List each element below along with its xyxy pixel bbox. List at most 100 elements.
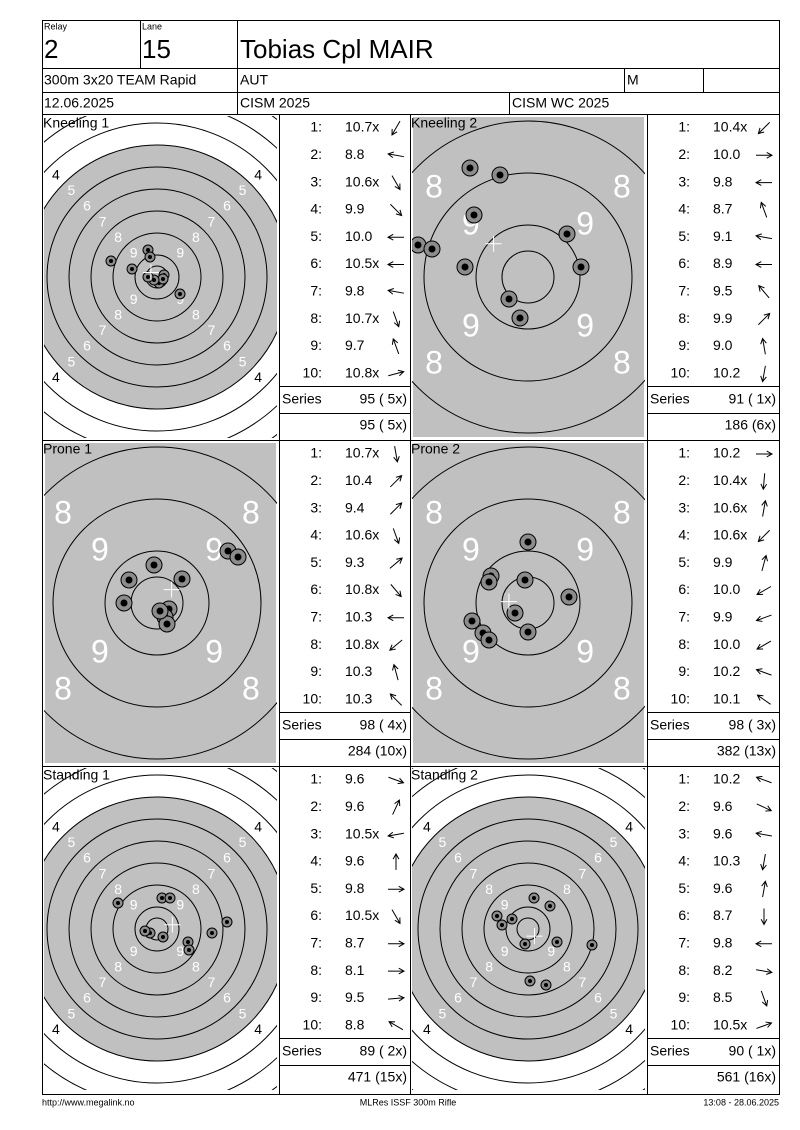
- shot-number: 7:: [678, 609, 690, 625]
- shot-value: 9.4: [345, 499, 365, 515]
- ring-label: 7: [208, 213, 216, 229]
- shot-value: 9.9: [713, 310, 733, 326]
- ring-label: 8: [613, 670, 631, 706]
- shot-number: 2:: [310, 472, 322, 488]
- shot-number: 9:: [678, 989, 690, 1005]
- ring-label: 5: [610, 1005, 618, 1021]
- shot-value: 10.6x: [345, 527, 379, 543]
- shot-hole-centre: [532, 896, 536, 900]
- shot-number: 8:: [310, 636, 322, 652]
- shot-hole-centre: [500, 923, 504, 927]
- ring-label: 8: [54, 495, 72, 531]
- shot-number: 3:: [310, 825, 322, 841]
- shot-number: 7:: [310, 283, 322, 299]
- shot-hole-centre: [234, 553, 242, 561]
- shot-hole-centre: [156, 607, 164, 615]
- ring-label: 7: [579, 865, 587, 881]
- shot-hole-centre: [565, 593, 573, 601]
- ring: [44, 446, 277, 760]
- ring-label: 6: [594, 990, 602, 1006]
- series-label: Series: [650, 717, 690, 733]
- ring: [439, 840, 617, 1018]
- panel-title: Prone 2: [411, 441, 460, 457]
- ring-label: 9: [547, 943, 555, 959]
- ring-label: 6: [83, 338, 91, 354]
- shot-value: 8.1: [345, 962, 365, 978]
- shot-hole-centre: [461, 263, 469, 271]
- shot-hole-centre: [148, 255, 152, 259]
- shot-number: 5:: [678, 554, 690, 570]
- shot-number: 8:: [678, 310, 690, 326]
- trend-arrow: [756, 450, 774, 458]
- trend-arrow: [388, 369, 405, 377]
- trend-arrow: [386, 614, 404, 622]
- shot-hole-centre: [163, 620, 171, 628]
- shooter-name: Tobias Cpl MAIR: [240, 34, 434, 64]
- ring-label: 7: [208, 865, 216, 881]
- ring-label: 4: [423, 819, 431, 835]
- ring: [44, 144, 277, 410]
- shot-hole-centre: [146, 248, 150, 252]
- shot-hole-centre: [161, 935, 165, 939]
- shot-value: 10.0: [713, 146, 740, 162]
- trend-arrow: [392, 799, 401, 815]
- ring-label: 8: [242, 495, 260, 531]
- shot-number: 2:: [310, 798, 322, 814]
- shot-hole-centre: [160, 896, 164, 900]
- shot-value: 8.7: [713, 201, 733, 217]
- ring-label: 7: [579, 974, 587, 990]
- shot-hole-centre: [224, 547, 232, 555]
- ring-label: 7: [208, 974, 216, 990]
- group-centre: [142, 264, 159, 281]
- ring: [475, 550, 581, 656]
- shot-hole-centre: [524, 538, 532, 546]
- ring-label: 4: [423, 1021, 431, 1037]
- shot-value: 9.6: [345, 771, 365, 787]
- ring-label: 7: [99, 213, 107, 229]
- shot-value: 10.8x: [345, 636, 379, 652]
- shot-value: 9.6: [713, 825, 733, 841]
- shot-hole-centre: [120, 599, 128, 607]
- ring: [475, 224, 581, 330]
- shot-number: 5:: [678, 228, 690, 244]
- ring-label: 8: [114, 229, 122, 245]
- shot-value: 9.0: [713, 337, 733, 353]
- shot-value: 9.8: [713, 173, 733, 189]
- panel-title: Standing 1: [43, 767, 110, 783]
- trend-arrow: [388, 1021, 404, 1031]
- shot-hole-centre: [505, 295, 513, 303]
- ring-label: 8: [54, 670, 72, 706]
- ring-label: 9: [576, 308, 594, 344]
- ring-label: 6: [223, 198, 231, 214]
- ring: [68, 188, 246, 366]
- trend-arrow: [388, 940, 406, 948]
- series-label: Series: [282, 1043, 322, 1059]
- ring-label: 5: [439, 834, 447, 850]
- ring: [423, 172, 633, 382]
- shot-value: 9.9: [713, 554, 733, 570]
- shot-value: 9.5: [345, 989, 365, 1005]
- running-total: 382 (13x): [717, 743, 776, 759]
- shot-value: 10.4: [345, 472, 372, 488]
- ring-label: 8: [425, 344, 443, 380]
- trend-arrow: [388, 885, 406, 893]
- series-label: Series: [650, 1043, 690, 1059]
- shot-hole-centre: [485, 578, 493, 586]
- lane-label: Lane: [142, 21, 162, 31]
- shot-number: 9:: [310, 663, 322, 679]
- ring-label: 8: [114, 959, 122, 975]
- shot-number: 3:: [678, 173, 690, 189]
- shot-number: 4:: [678, 201, 690, 217]
- shot-value: 9.1: [713, 228, 733, 244]
- shot-hole-centre: [225, 920, 229, 924]
- shot-number: 3:: [678, 499, 690, 515]
- ring-label: 7: [208, 322, 216, 338]
- shot-hole-centre: [168, 896, 172, 900]
- shot-value: 10.8x: [345, 364, 379, 380]
- shot-number: 2:: [678, 472, 690, 488]
- ring-label: 4: [52, 1021, 60, 1037]
- shot-value: 10.6x: [345, 173, 379, 189]
- shot-value: 10.0: [345, 228, 372, 244]
- championship: CISM WC 2025: [512, 95, 609, 111]
- trend-arrow: [389, 639, 403, 651]
